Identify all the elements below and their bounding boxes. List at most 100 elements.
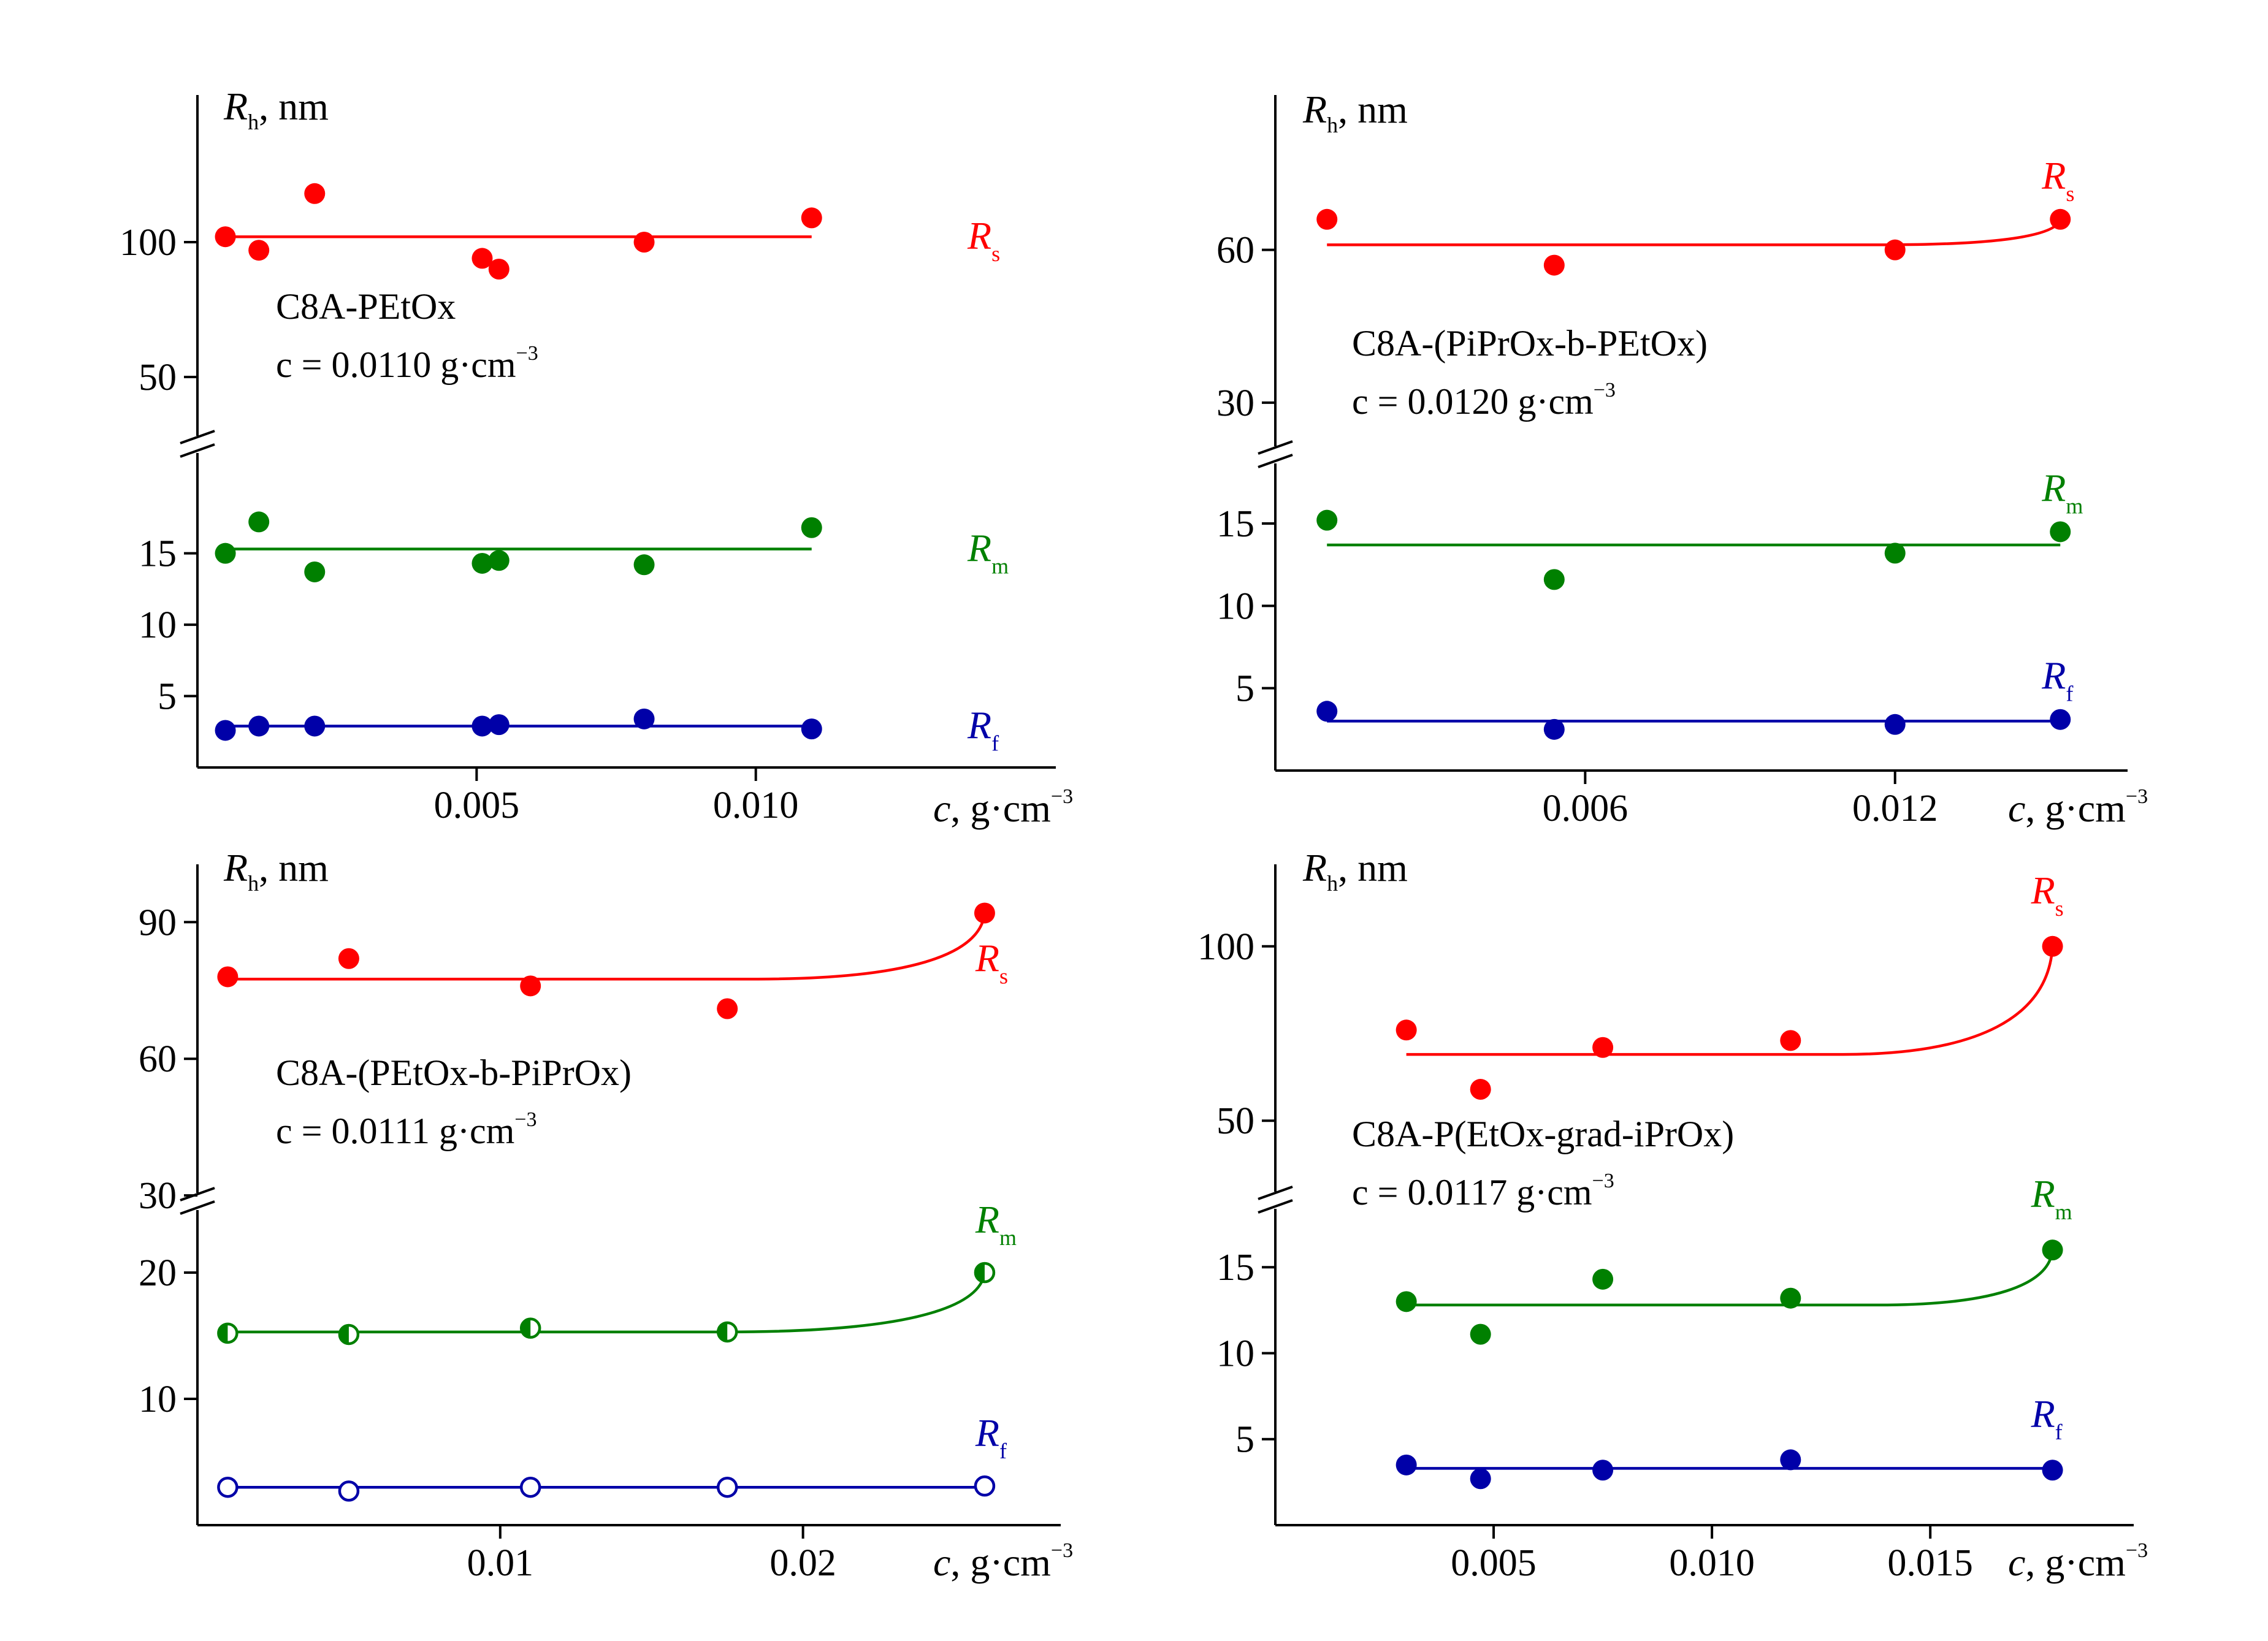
axis-break-mark	[1258, 440, 1293, 468]
x-axis-title: c, g·cm−3	[933, 1539, 1073, 1584]
sample-name: C8A-PEtOx	[276, 286, 456, 327]
chart-panel-3: 0.01 0.02 10 20 30 60 90 Rh, nm c, g·cm−3 C8A-(PE…	[139, 846, 1073, 1584]
x-tick-label: 0.005	[1451, 1542, 1537, 1584]
sample-name: C8A-P(EtOx-grad-iPrOx)	[1352, 1114, 1734, 1154]
concentration-label: c = 0.0110 g·cm−3	[276, 342, 538, 385]
series-Rs: Rs	[217, 902, 1008, 1019]
y-tick-label: 10	[1216, 1333, 1254, 1374]
x-tick-label: 0.006	[1543, 788, 1628, 829]
series-Rf: Rf	[1316, 654, 2073, 740]
data-point-Rf	[304, 715, 326, 737]
data-point-Rm	[2042, 1239, 2063, 1261]
series-label-Rs: Rs	[2031, 869, 2064, 921]
data-point-Rf	[1316, 701, 1338, 722]
y-tick-label: 100	[120, 222, 177, 264]
chart-panel-1: 0.005 0.010 5 10 15 50 100 Rh, nm c, g·cm−3 C8A-P…	[120, 85, 1073, 830]
data-point-Rs	[1396, 1019, 1417, 1041]
concentration-label: c = 0.0120 g·cm−3	[1352, 379, 1616, 422]
series-Rf: Rf	[215, 703, 999, 755]
y-tick-label: 5	[158, 676, 177, 718]
x-axis-title: c, g·cm−3	[2008, 785, 2148, 830]
x-tick-label: 0.010	[713, 785, 799, 826]
data-point-Rm	[716, 1321, 738, 1343]
data-point-Rm	[974, 1262, 996, 1284]
data-point-Rf	[1470, 1468, 1491, 1490]
data-point-Rs	[304, 183, 326, 204]
axis-break-mark	[180, 1187, 215, 1215]
data-point-Rs	[1592, 1037, 1614, 1058]
sample-name: C8A-(PiPrOx-b-PEtOx)	[1352, 323, 1708, 364]
data-point-Rm	[1543, 569, 1565, 590]
series-label-Rf: Rf	[975, 1411, 1007, 1463]
data-point-Rs	[248, 240, 270, 261]
y-tick-label: 15	[1216, 1247, 1254, 1289]
fit-line-Rm	[227, 1272, 987, 1334]
data-point-Rf	[248, 715, 270, 737]
data-point-Rm	[633, 554, 655, 576]
series-Rs: Rs	[1316, 154, 2074, 276]
axis-break-mark	[180, 430, 215, 458]
data-point-Rf	[716, 1476, 738, 1498]
series-label-Rs: Rs	[967, 214, 1000, 266]
series-label-Rf: Rf	[967, 703, 999, 755]
data-point-Rf	[217, 1476, 239, 1498]
x-tick-label: 0.005	[434, 785, 520, 826]
y-tick-label: 15	[1216, 503, 1254, 545]
data-point-Rm	[217, 1322, 239, 1344]
data-point-Rm	[1592, 1268, 1614, 1290]
chart-panel-2: 0.006 0.012 5 10 15 30 60 Rh, nm c, g·cm−3 C8A-(P…	[1216, 88, 2148, 830]
y-tick-label: 90	[139, 902, 177, 943]
y-tick-label: 50	[139, 357, 177, 398]
data-point-Rm	[1780, 1287, 1801, 1309]
data-point-Rs	[1780, 1030, 1801, 1051]
data-point-Rm	[215, 543, 236, 564]
fit-line-Rs	[1406, 946, 2054, 1056]
data-point-Rm	[2050, 521, 2071, 543]
data-point-Rs	[472, 248, 493, 269]
data-point-Rm	[519, 1317, 541, 1339]
data-point-Rf	[801, 718, 822, 740]
axis-break-mark	[1258, 1186, 1293, 1214]
series-label-Rm: Rm	[2041, 466, 2083, 518]
data-point-Rf	[1543, 718, 1565, 740]
y-tick-label: 5	[1235, 1419, 1254, 1461]
data-point-Rm	[338, 1323, 360, 1346]
data-point-Rf	[633, 708, 655, 729]
data-point-Rf	[974, 1475, 996, 1497]
x-tick-label: 0.02	[769, 1542, 836, 1584]
y-tick-label: 60	[1216, 230, 1254, 272]
series-label-Rf: Rf	[2031, 1392, 2063, 1444]
data-point-Rf	[1780, 1449, 1801, 1471]
series-Rf: Rf	[217, 1411, 1007, 1502]
data-point-Rs	[1543, 254, 1565, 276]
y-tick-label: 60	[139, 1038, 177, 1080]
data-point-Rm	[1884, 543, 1906, 564]
data-point-Rf	[2050, 709, 2071, 730]
y-tick-label: 20	[139, 1252, 177, 1294]
series-Rs: Rs	[1396, 869, 2064, 1100]
x-tick-label: 0.015	[1887, 1542, 1973, 1584]
data-point-Rf	[1592, 1460, 1614, 1481]
sample-name: C8A-(PEtOx-b-PiPrOx)	[276, 1053, 632, 1093]
concentration-label: c = 0.0117 g·cm−3	[1352, 1170, 1614, 1213]
data-point-Rs	[488, 259, 510, 280]
data-point-Rm	[1470, 1323, 1491, 1345]
fit-line-Rs	[1327, 219, 2062, 246]
chart-panel-4: 0.005 0.010 0.015 5 10 15 50 100 Rh, nm c, g·cm−3…	[1197, 846, 2148, 1584]
y-axis-title: Rh, nm	[1302, 88, 1408, 137]
data-point-Rm	[472, 552, 493, 574]
series-label-Rm: Rm	[975, 1198, 1017, 1250]
y-axis-title: Rh, nm	[223, 85, 329, 134]
y-tick-label: 50	[1216, 1100, 1254, 1142]
y-axis-title: Rh, nm	[223, 846, 329, 896]
y-axis-title: Rh, nm	[1302, 846, 1408, 896]
data-point-Rf	[488, 714, 510, 736]
data-point-Rs	[801, 207, 822, 229]
y-tick-label: 5	[1235, 668, 1254, 710]
data-point-Rm	[801, 517, 822, 538]
y-tick-label: 30	[1216, 383, 1254, 424]
data-point-Rs	[215, 226, 236, 248]
series-Rm: Rm	[1316, 466, 2083, 590]
data-point-Rs	[520, 975, 541, 997]
